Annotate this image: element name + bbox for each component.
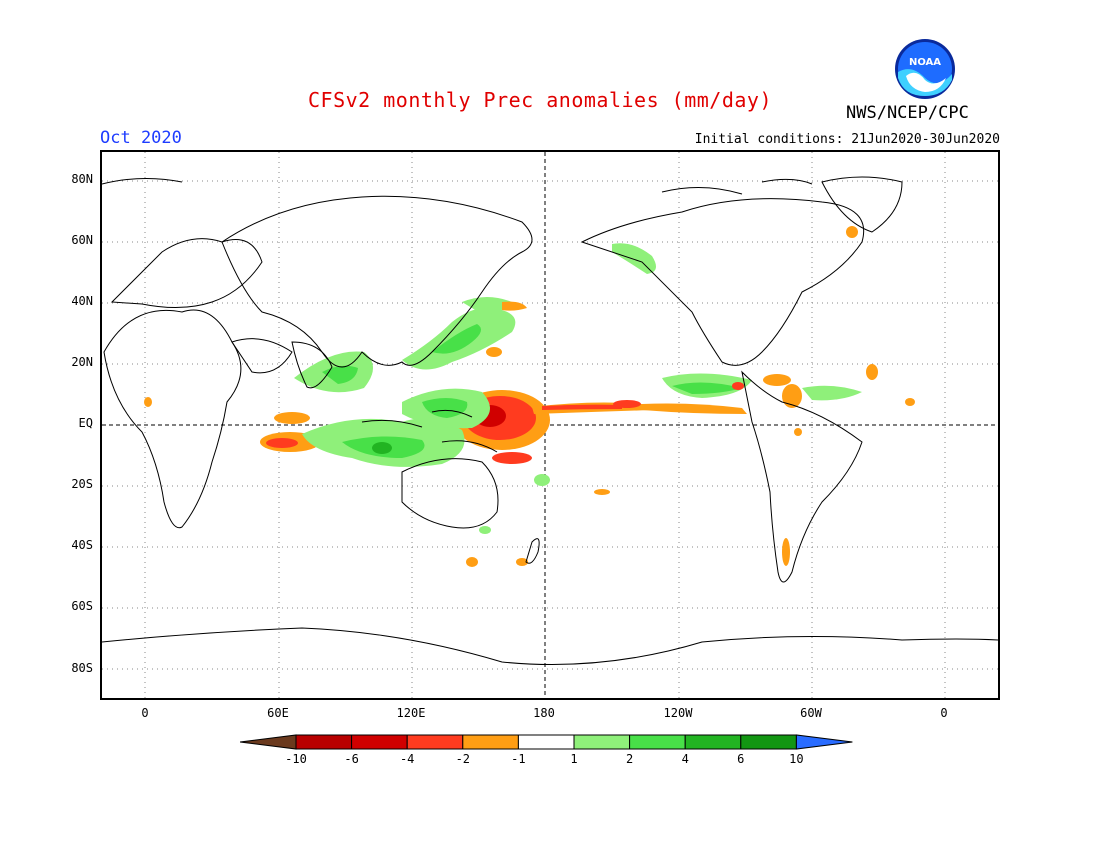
- initial-conditions: Initial conditions: 21Jun2020-30Jun2020: [694, 132, 1000, 147]
- y-tick-20n: 20N: [71, 355, 93, 369]
- colorbar-label: -10: [285, 752, 307, 766]
- colorbar-label: 1: [570, 752, 578, 766]
- colorbar-bin: [351, 734, 408, 750]
- logo-text: NOAA: [909, 57, 941, 68]
- colorbar-bin: [406, 734, 464, 750]
- colorbar-label: -4: [399, 752, 415, 766]
- y-tick-20s: 20S: [71, 477, 93, 491]
- noaa-logo: NOAA: [895, 39, 955, 99]
- x-tick-0: 0: [141, 706, 149, 720]
- colorbar-label: 4: [681, 752, 689, 766]
- y-tick-80n: 80N: [71, 172, 93, 186]
- colorbar-label: -6: [344, 752, 359, 766]
- coastlines: [101, 176, 999, 665]
- x-tick-60w: 60W: [800, 706, 822, 720]
- colorbar-lower-arrow: [240, 734, 297, 750]
- x-tick-120e: 120E: [396, 706, 426, 720]
- anomaly-shading: [144, 226, 915, 567]
- colorbar-upper-arrow: [795, 734, 853, 750]
- y-tick-40n: 40N: [71, 294, 93, 308]
- chart-title: CFSv2 monthly Prec anomalies (mm/day): [307, 88, 773, 112]
- org-label: NWS/NCEP/CPC: [846, 103, 969, 123]
- x-tick-0-east: 0: [940, 706, 948, 720]
- colorbar-bin: [295, 734, 353, 750]
- x-tick-180: 180: [533, 706, 555, 720]
- forecast-month: Oct 2020: [100, 128, 182, 148]
- colorbar-bin: [573, 734, 631, 750]
- colorbar-bin: [462, 734, 519, 750]
- colorbar-bin: [517, 734, 575, 750]
- colorbar-label: -1: [511, 752, 526, 766]
- colorbar-bin: [684, 734, 742, 750]
- colorbar: [240, 734, 853, 750]
- y-tick-eq: EQ: [78, 416, 93, 430]
- x-tick-120w: 120W: [663, 706, 693, 720]
- map-frame: [100, 150, 1000, 700]
- colorbar-label: 2: [625, 752, 634, 766]
- map-gridlines: [102, 152, 998, 698]
- y-tick-80s: 80S: [71, 661, 93, 675]
- y-tick-60n: 60N: [71, 233, 93, 247]
- colorbar-label: -2: [455, 752, 471, 766]
- y-tick-40s: 40S: [71, 538, 93, 552]
- x-tick-60e: 60E: [267, 706, 289, 720]
- y-tick-60s: 60S: [71, 599, 93, 613]
- colorbar-bin: [740, 734, 797, 750]
- colorbar-label: 10: [789, 752, 804, 766]
- colorbar-bin: [629, 734, 686, 750]
- map-canvas: [101, 152, 999, 698]
- colorbar-label: 6: [737, 752, 745, 766]
